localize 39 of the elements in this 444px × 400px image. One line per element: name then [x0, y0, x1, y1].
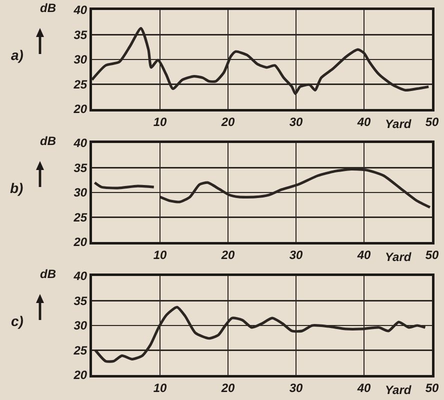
x-tick-label: 40 — [356, 248, 371, 262]
y-tick-label: 25 — [72, 343, 88, 358]
x-axis-title: Yard — [385, 383, 412, 397]
x-tick-label: 10 — [153, 380, 167, 395]
y-tick-label: 35 — [74, 160, 88, 175]
x-axis-title: Yard — [385, 117, 412, 131]
y-tick-label: 35 — [74, 294, 88, 308]
x-axis-title: Yard — [385, 250, 412, 264]
x-tick-label: 20 — [220, 114, 235, 129]
y-tick-label: 35 — [74, 28, 88, 42]
y-tick-label: 40 — [72, 3, 88, 18]
y-tick-label: 20 — [72, 235, 88, 250]
x-tick-label: 20 — [220, 248, 235, 262]
x-tick-label: 30 — [289, 114, 303, 129]
y-tick-label: 20 — [72, 102, 88, 116]
y-tick-label: 30 — [74, 318, 88, 333]
y-axis-title: dB — [40, 267, 56, 281]
x-tick-label: 40 — [356, 380, 371, 395]
y-axis-title: dB — [40, 1, 56, 15]
x-tick-label: 50 — [425, 248, 439, 262]
y-tick-label: 20 — [72, 368, 88, 382]
y-tick-label: 40 — [72, 136, 88, 150]
y-tick-label: 30 — [74, 186, 88, 200]
x-tick-label: 30 — [289, 380, 303, 395]
x-tick-label: 40 — [356, 114, 371, 129]
x-tick-label: 50 — [425, 114, 439, 129]
x-tick-label: 50 — [425, 380, 439, 395]
y-axis-title: dB — [40, 134, 56, 148]
x-tick-label: 10 — [153, 248, 167, 262]
x-tick-label: 10 — [153, 114, 167, 129]
y-tick-label: 30 — [74, 52, 88, 67]
x-tick-label: 30 — [289, 248, 303, 262]
text: a) — [11, 47, 24, 63]
y-tick-label: 40 — [72, 269, 88, 284]
y-tick-label: 25 — [72, 210, 88, 224]
y-tick-label: 25 — [72, 77, 88, 92]
x-tick-label: 20 — [220, 380, 235, 395]
text: b) — [10, 180, 24, 196]
text: c) — [11, 313, 24, 329]
